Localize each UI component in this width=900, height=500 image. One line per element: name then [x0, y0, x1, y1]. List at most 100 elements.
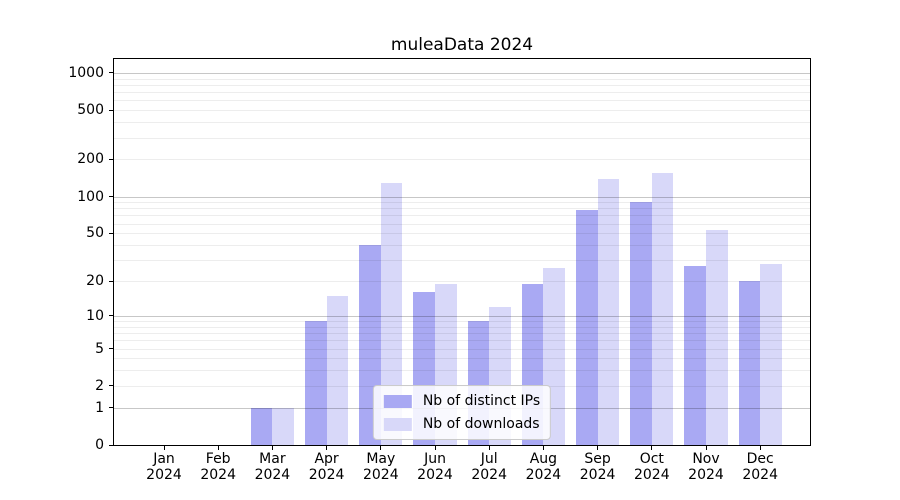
y-tick-mark — [109, 196, 113, 197]
x-tick-label: Jan 2024 — [133, 451, 195, 483]
gridline-major — [114, 196, 810, 198]
bar-distinct-ips — [575, 209, 598, 445]
x-tick-label-line: Oct — [639, 451, 664, 467]
gridline-minor — [114, 208, 810, 210]
x-tick-label: Oct 2024 — [621, 451, 683, 483]
gridline-minor — [114, 122, 810, 124]
x-tick-label-line: 2024 — [579, 467, 616, 483]
gridline-minor — [114, 84, 810, 86]
y-tick-label: 2 — [95, 377, 104, 394]
y-tick-label: 5 — [95, 340, 104, 357]
legend-row-downloads: Nb of downloads — [383, 416, 540, 432]
gridline-major — [114, 72, 810, 74]
bar-downloads — [597, 178, 620, 445]
y-tick-mark — [109, 407, 113, 409]
y-tick-mark — [109, 109, 113, 111]
x-tick-label: Nov 2024 — [675, 451, 737, 483]
x-tick-label-line: 2024 — [688, 467, 724, 483]
x-tick-label: Feb 2024 — [187, 451, 249, 483]
x-tick-label-line: Jun — [424, 451, 446, 467]
x-tick-label: May 2024 — [350, 451, 412, 483]
y-tick-label: 500 — [77, 102, 104, 119]
x-tick-label: Jun 2024 — [404, 451, 466, 483]
x-tick-mark — [651, 446, 653, 450]
x-tick-label: Dec 2024 — [729, 451, 791, 483]
chart-title: muleaData 2024 — [390, 35, 534, 55]
x-tick-label-line: 2024 — [417, 467, 453, 483]
x-tick-label-line: 2024 — [742, 467, 778, 483]
x-tick-label: Aug 2024 — [512, 451, 574, 483]
bar-distinct-ips — [630, 202, 652, 445]
y-tick-label: 50 — [86, 225, 104, 242]
gridline-minor — [114, 100, 810, 102]
legend-swatch — [383, 417, 412, 431]
x-tick-mark — [705, 446, 707, 450]
y-tick-label: 0 — [95, 437, 104, 453]
x-tick-label-line: Jan — [153, 451, 175, 467]
x-tick-label-line: May — [366, 451, 396, 467]
x-tick-label-line: Aug — [529, 451, 558, 467]
bar-distinct-ips — [250, 407, 273, 445]
bar-downloads — [272, 407, 295, 445]
y-tick-label: 10 — [86, 307, 104, 324]
x-tick-mark — [380, 446, 382, 450]
x-tick-mark — [326, 446, 328, 450]
x-tick-label-line: 2024 — [254, 467, 291, 483]
bar-downloads — [760, 263, 782, 445]
x-tick-mark — [597, 446, 599, 450]
x-tick-label-line: 2024 — [525, 467, 562, 483]
bar-distinct-ips — [304, 321, 327, 445]
y-tick-mark — [109, 444, 113, 446]
bar-downloads — [326, 295, 349, 445]
x-tick-label-line: 2024 — [471, 467, 507, 483]
x-tick-label-line: Feb — [205, 451, 231, 467]
legend-row-distinct-ips: Nb of distinct IPs — [383, 393, 541, 409]
bar-downloads — [706, 230, 728, 445]
y-tick-label: 100 — [77, 188, 104, 205]
x-tick-label-line: Jul — [480, 451, 498, 467]
y-tick-label: 20 — [86, 273, 104, 289]
y-tick-mark — [109, 72, 113, 74]
gridline-minor — [114, 92, 810, 94]
legend-label: Nb of downloads — [422, 416, 540, 432]
y-tick-mark — [109, 280, 113, 282]
gridline-minor — [114, 202, 810, 204]
x-tick-label-line: Mar — [259, 451, 286, 467]
y-tick-label: 200 — [77, 151, 104, 168]
y-tick-mark — [109, 232, 113, 234]
x-tick-label-line: 2024 — [200, 467, 236, 483]
y-tick-mark — [109, 348, 113, 349]
plot-area: 0 1 2 5 10 20 50 100 200 500 1000 Jan 2024 Feb 2024 Mar… — [68, 58, 811, 483]
x-tick-label-line: 2024 — [308, 467, 345, 483]
bar-distinct-ips — [738, 281, 761, 445]
x-tick-mark — [217, 446, 219, 450]
x-tick-label-line: Nov — [692, 451, 720, 467]
legend-swatch — [383, 394, 412, 408]
x-tick-label-line: 2024 — [633, 467, 670, 483]
y-tick-mark — [109, 385, 113, 387]
gridline-minor — [114, 215, 810, 217]
bar-downloads — [380, 182, 403, 445]
gridline-minor — [114, 159, 810, 161]
legend: Nb of distinct IPs Nb of downloads — [372, 385, 552, 440]
gridline-minor — [114, 110, 810, 112]
legend-label: Nb of distinct IPs — [422, 393, 541, 409]
gridline-minor — [114, 78, 810, 80]
x-tick-mark — [542, 446, 544, 450]
y-tick-label: 1 — [95, 399, 104, 416]
y-tick-mark — [109, 315, 113, 317]
bar-downloads — [651, 173, 674, 445]
bar-distinct-ips — [684, 265, 706, 445]
y-tick-label: 1000 — [68, 64, 104, 81]
gridline-minor — [114, 137, 810, 139]
x-tick-mark — [434, 446, 436, 450]
x-tick-label-line: 2024 — [362, 467, 399, 483]
x-tick-label: Jul 2024 — [458, 451, 520, 483]
x-tick-mark — [163, 446, 165, 450]
x-tick-label: Apr 2024 — [296, 451, 358, 483]
x-tick-mark — [488, 446, 490, 450]
x-tick-label-line: Dec — [746, 451, 774, 467]
x-tick-mark — [271, 446, 273, 450]
x-tick-label: Sep 2024 — [567, 451, 629, 483]
